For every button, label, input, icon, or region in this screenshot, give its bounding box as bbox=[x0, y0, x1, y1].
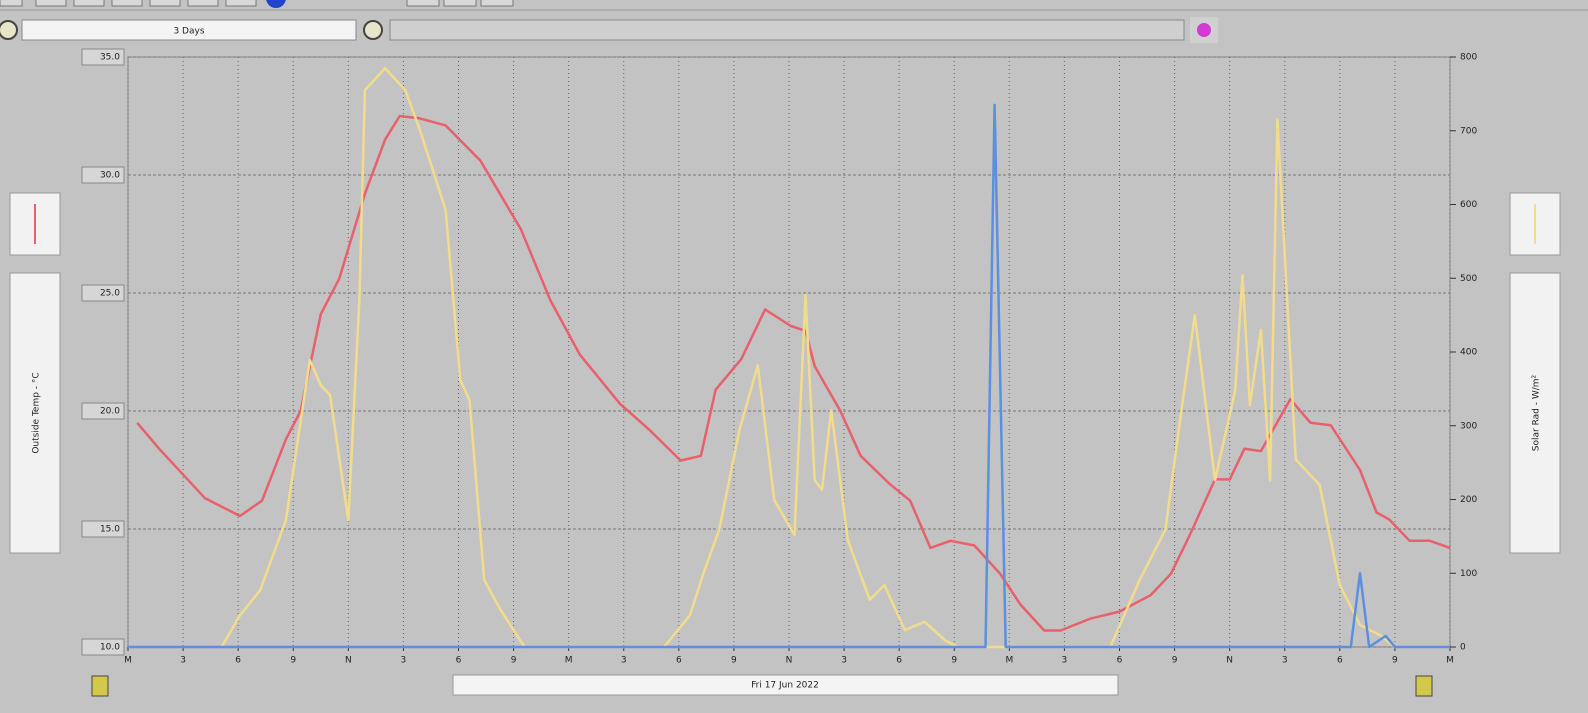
tool-button[interactable] bbox=[225, 0, 257, 7]
series-line bbox=[136, 114, 1451, 632]
tool-button[interactable] bbox=[149, 0, 181, 7]
y2-tick-label: 700 bbox=[1460, 126, 1477, 136]
date-box bbox=[452, 674, 1119, 696]
y2-axis-title: Solar Rad - W/m² bbox=[1532, 374, 1542, 451]
tool-button[interactable] bbox=[187, 0, 219, 7]
x-tick-label: 3 bbox=[401, 656, 407, 666]
x-tick-label: 9 bbox=[290, 656, 296, 666]
x-tick-label: 3 bbox=[1062, 656, 1068, 666]
tool-button[interactable] bbox=[73, 0, 105, 7]
y-tick-label: 25.0 bbox=[100, 289, 120, 299]
tool-button[interactable] bbox=[266, 0, 286, 8]
y2-tick-label: 400 bbox=[1460, 348, 1477, 358]
zoom-in-button[interactable] bbox=[0, 20, 18, 40]
tool-button[interactable] bbox=[111, 0, 143, 7]
y2-tick-label: 300 bbox=[1460, 421, 1477, 431]
x-tick-label: M bbox=[565, 656, 573, 666]
tool-button[interactable] bbox=[443, 0, 477, 7]
y-tick-label: 10.0 bbox=[100, 643, 120, 653]
x-tick-label: 3 bbox=[180, 656, 186, 666]
y2-tick-label: 600 bbox=[1460, 200, 1477, 210]
x-tick-label: 3 bbox=[841, 656, 847, 666]
toolbar bbox=[0, 0, 1588, 11]
settings-icon bbox=[1197, 23, 1211, 37]
x-tick-label: M bbox=[1446, 656, 1454, 666]
x-tick-label: 6 bbox=[235, 656, 241, 666]
x-tick-label: N bbox=[1226, 656, 1233, 666]
x-tick-label: 9 bbox=[1172, 656, 1178, 666]
y-tick-box bbox=[81, 520, 125, 538]
y2-tick-label: 0 bbox=[1460, 643, 1466, 653]
y-tick-box bbox=[81, 166, 125, 184]
x-tick-label: 6 bbox=[456, 656, 462, 666]
tool-button[interactable] bbox=[0, 0, 23, 7]
lock-button[interactable] bbox=[1415, 675, 1433, 697]
y2-tick-label: 200 bbox=[1460, 495, 1477, 505]
tool-button[interactable] bbox=[35, 0, 67, 7]
x-tick-label: 6 bbox=[1337, 656, 1343, 666]
y2-tick-label: 500 bbox=[1460, 274, 1477, 284]
y-tick-box bbox=[81, 402, 125, 420]
y-axis-title: Outside Temp - °C bbox=[32, 372, 42, 453]
y-tick-label: 35.0 bbox=[100, 53, 120, 63]
x-tick-label: 9 bbox=[951, 656, 957, 666]
x-tick-label: M bbox=[124, 656, 132, 666]
tool-button[interactable] bbox=[406, 0, 440, 7]
y-tick-label: 30.0 bbox=[100, 171, 120, 181]
y-tick-box bbox=[81, 48, 125, 66]
x-tick-label: 9 bbox=[511, 656, 517, 666]
x-tick-label: N bbox=[786, 656, 793, 666]
lock-button[interactable] bbox=[91, 675, 109, 697]
zoom-out-button[interactable] bbox=[363, 20, 383, 40]
axis-title-box bbox=[9, 272, 61, 554]
x-tick-label: 9 bbox=[731, 656, 737, 666]
tool-button[interactable] bbox=[480, 0, 514, 7]
x-tick-label: 6 bbox=[1117, 656, 1123, 666]
y-tick-label: 20.0 bbox=[100, 407, 120, 417]
y-tick-label: 15.0 bbox=[100, 525, 120, 535]
series-line bbox=[128, 103, 1450, 649]
y-tick-box bbox=[81, 638, 125, 656]
x-tick-label: 3 bbox=[621, 656, 627, 666]
y-tick-box bbox=[81, 284, 125, 302]
range-box[interactable] bbox=[21, 19, 357, 41]
x-tick-label: M bbox=[1005, 656, 1013, 666]
x-tick-label: 9 bbox=[1392, 656, 1398, 666]
x-tick-label: 6 bbox=[676, 656, 682, 666]
scroll-bar[interactable] bbox=[389, 19, 1185, 41]
x-tick-label: 3 bbox=[1282, 656, 1288, 666]
axis-title-box bbox=[1509, 272, 1561, 554]
series-line bbox=[220, 66, 1450, 649]
y2-tick-label: 800 bbox=[1460, 53, 1477, 63]
y2-tick-label: 100 bbox=[1460, 569, 1477, 579]
date-label: Fri 17 Jun 2022 bbox=[751, 681, 819, 691]
x-tick-label: N bbox=[345, 656, 352, 666]
range-label: 3 Days bbox=[173, 27, 204, 37]
x-tick-label: 6 bbox=[896, 656, 902, 666]
